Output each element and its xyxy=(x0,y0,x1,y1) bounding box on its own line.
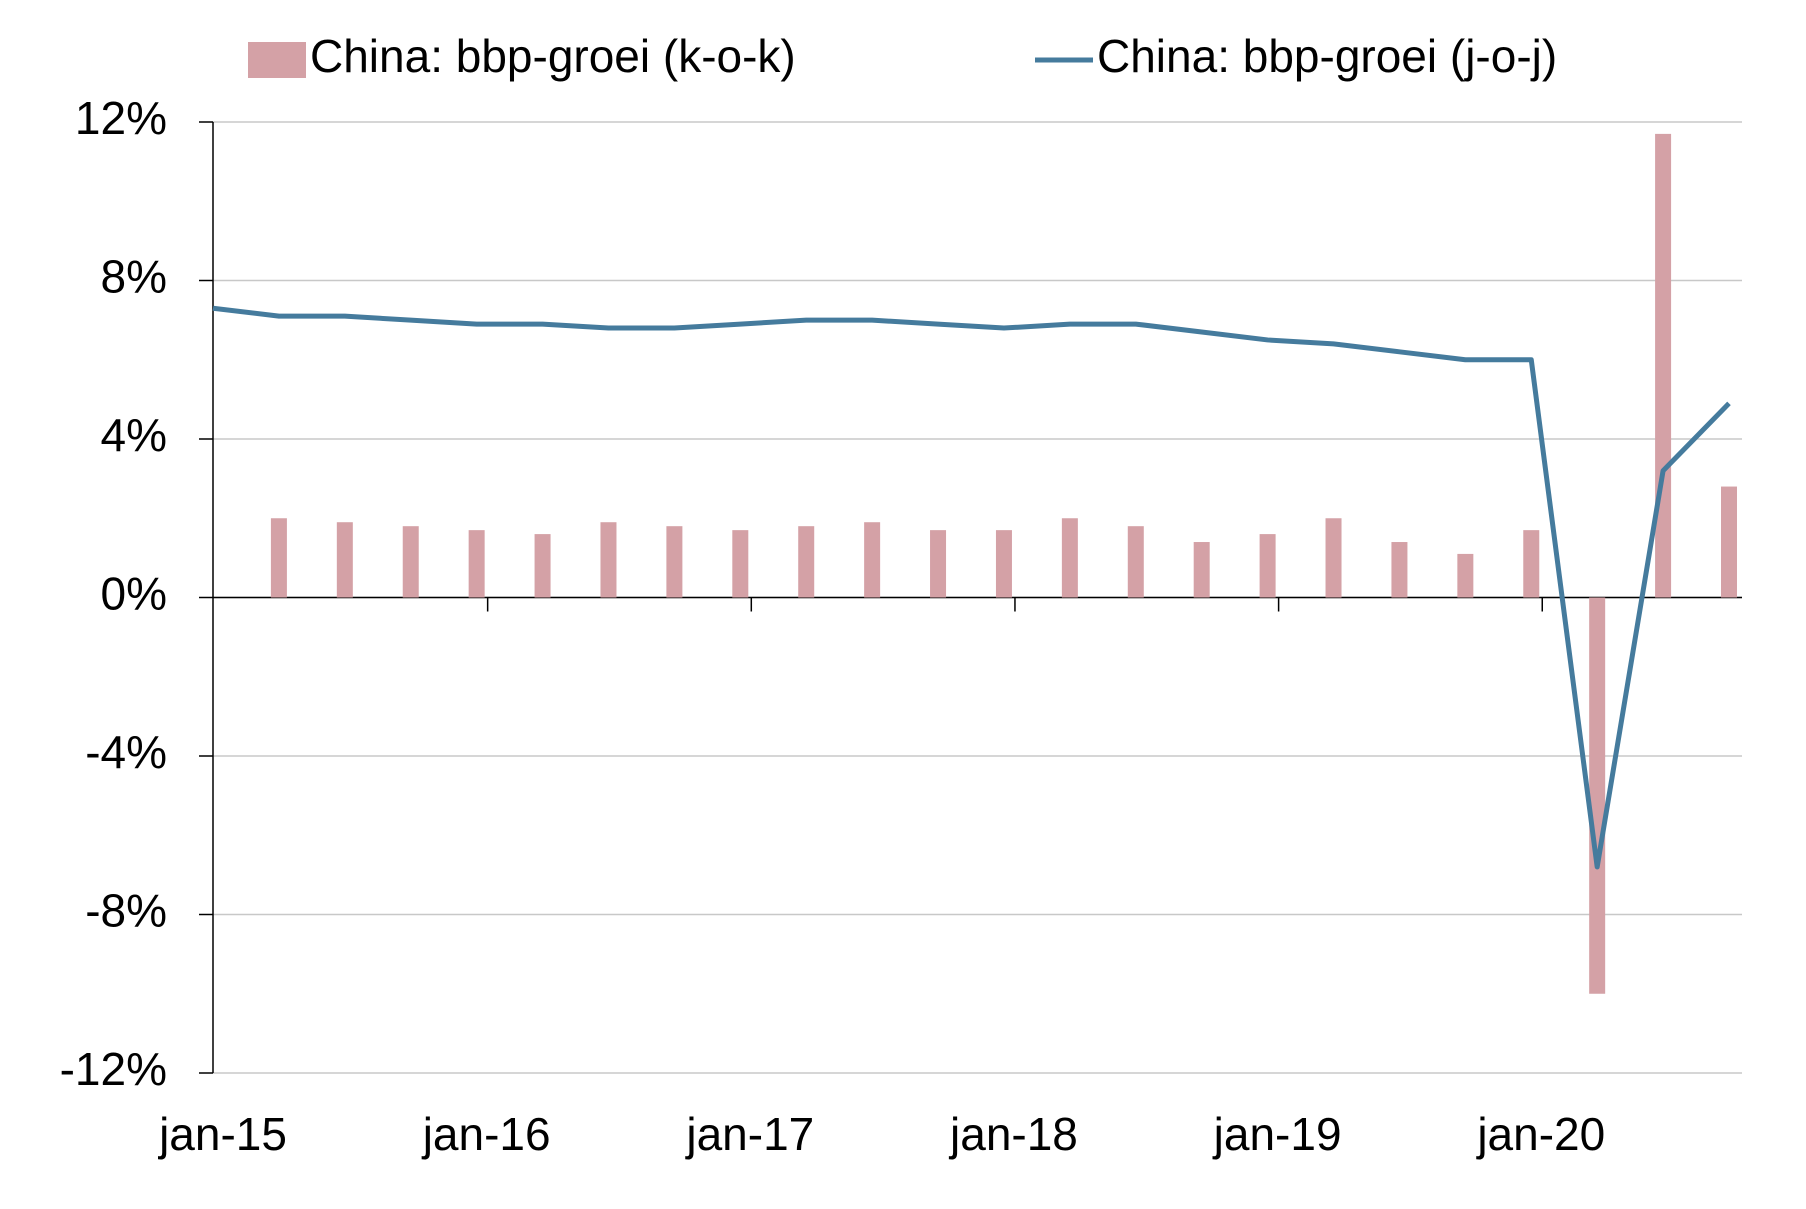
bar xyxy=(995,530,1012,598)
bar xyxy=(732,530,749,598)
bar xyxy=(1127,526,1144,598)
y-tick-label: -8% xyxy=(85,885,167,937)
y-tick-label: 4% xyxy=(101,409,167,461)
bar xyxy=(864,522,881,598)
y-tick-label: 0% xyxy=(101,568,167,620)
y-tick-label: -12% xyxy=(60,1043,167,1095)
bar xyxy=(666,526,683,598)
bar xyxy=(1523,530,1540,598)
x-tick-label: jan-17 xyxy=(684,1108,814,1160)
bar xyxy=(534,534,551,598)
bar xyxy=(1061,518,1078,598)
bar xyxy=(1325,518,1342,598)
bar xyxy=(402,526,419,598)
bar xyxy=(1655,133,1672,598)
bar xyxy=(600,522,617,598)
bar xyxy=(1721,486,1737,598)
bar xyxy=(798,526,815,598)
x-tick-label: jan-20 xyxy=(1475,1108,1605,1160)
x-tick-label: jan-18 xyxy=(948,1108,1078,1160)
y-tick-label: 12% xyxy=(75,92,167,144)
x-tick-label: jan-16 xyxy=(421,1108,551,1160)
bar xyxy=(468,530,485,598)
bar xyxy=(1391,542,1408,598)
y-tick-label: -4% xyxy=(85,726,167,778)
line xyxy=(212,305,1731,870)
bar xyxy=(1589,597,1606,994)
legend-swatch xyxy=(248,42,306,78)
bar xyxy=(930,530,947,598)
bar xyxy=(336,522,353,598)
x-tick-label: jan-19 xyxy=(1212,1108,1342,1160)
bar xyxy=(270,518,287,598)
bar xyxy=(1259,534,1276,598)
bar xyxy=(1457,553,1474,598)
y-tick-label: 8% xyxy=(101,251,167,303)
legend-label: China: bbp-groei (k-o-k) xyxy=(310,30,796,82)
bar xyxy=(1193,542,1210,598)
x-tick-label: jan-15 xyxy=(157,1108,287,1160)
legend-label: China: bbp-groei (j-o-j) xyxy=(1097,30,1557,82)
